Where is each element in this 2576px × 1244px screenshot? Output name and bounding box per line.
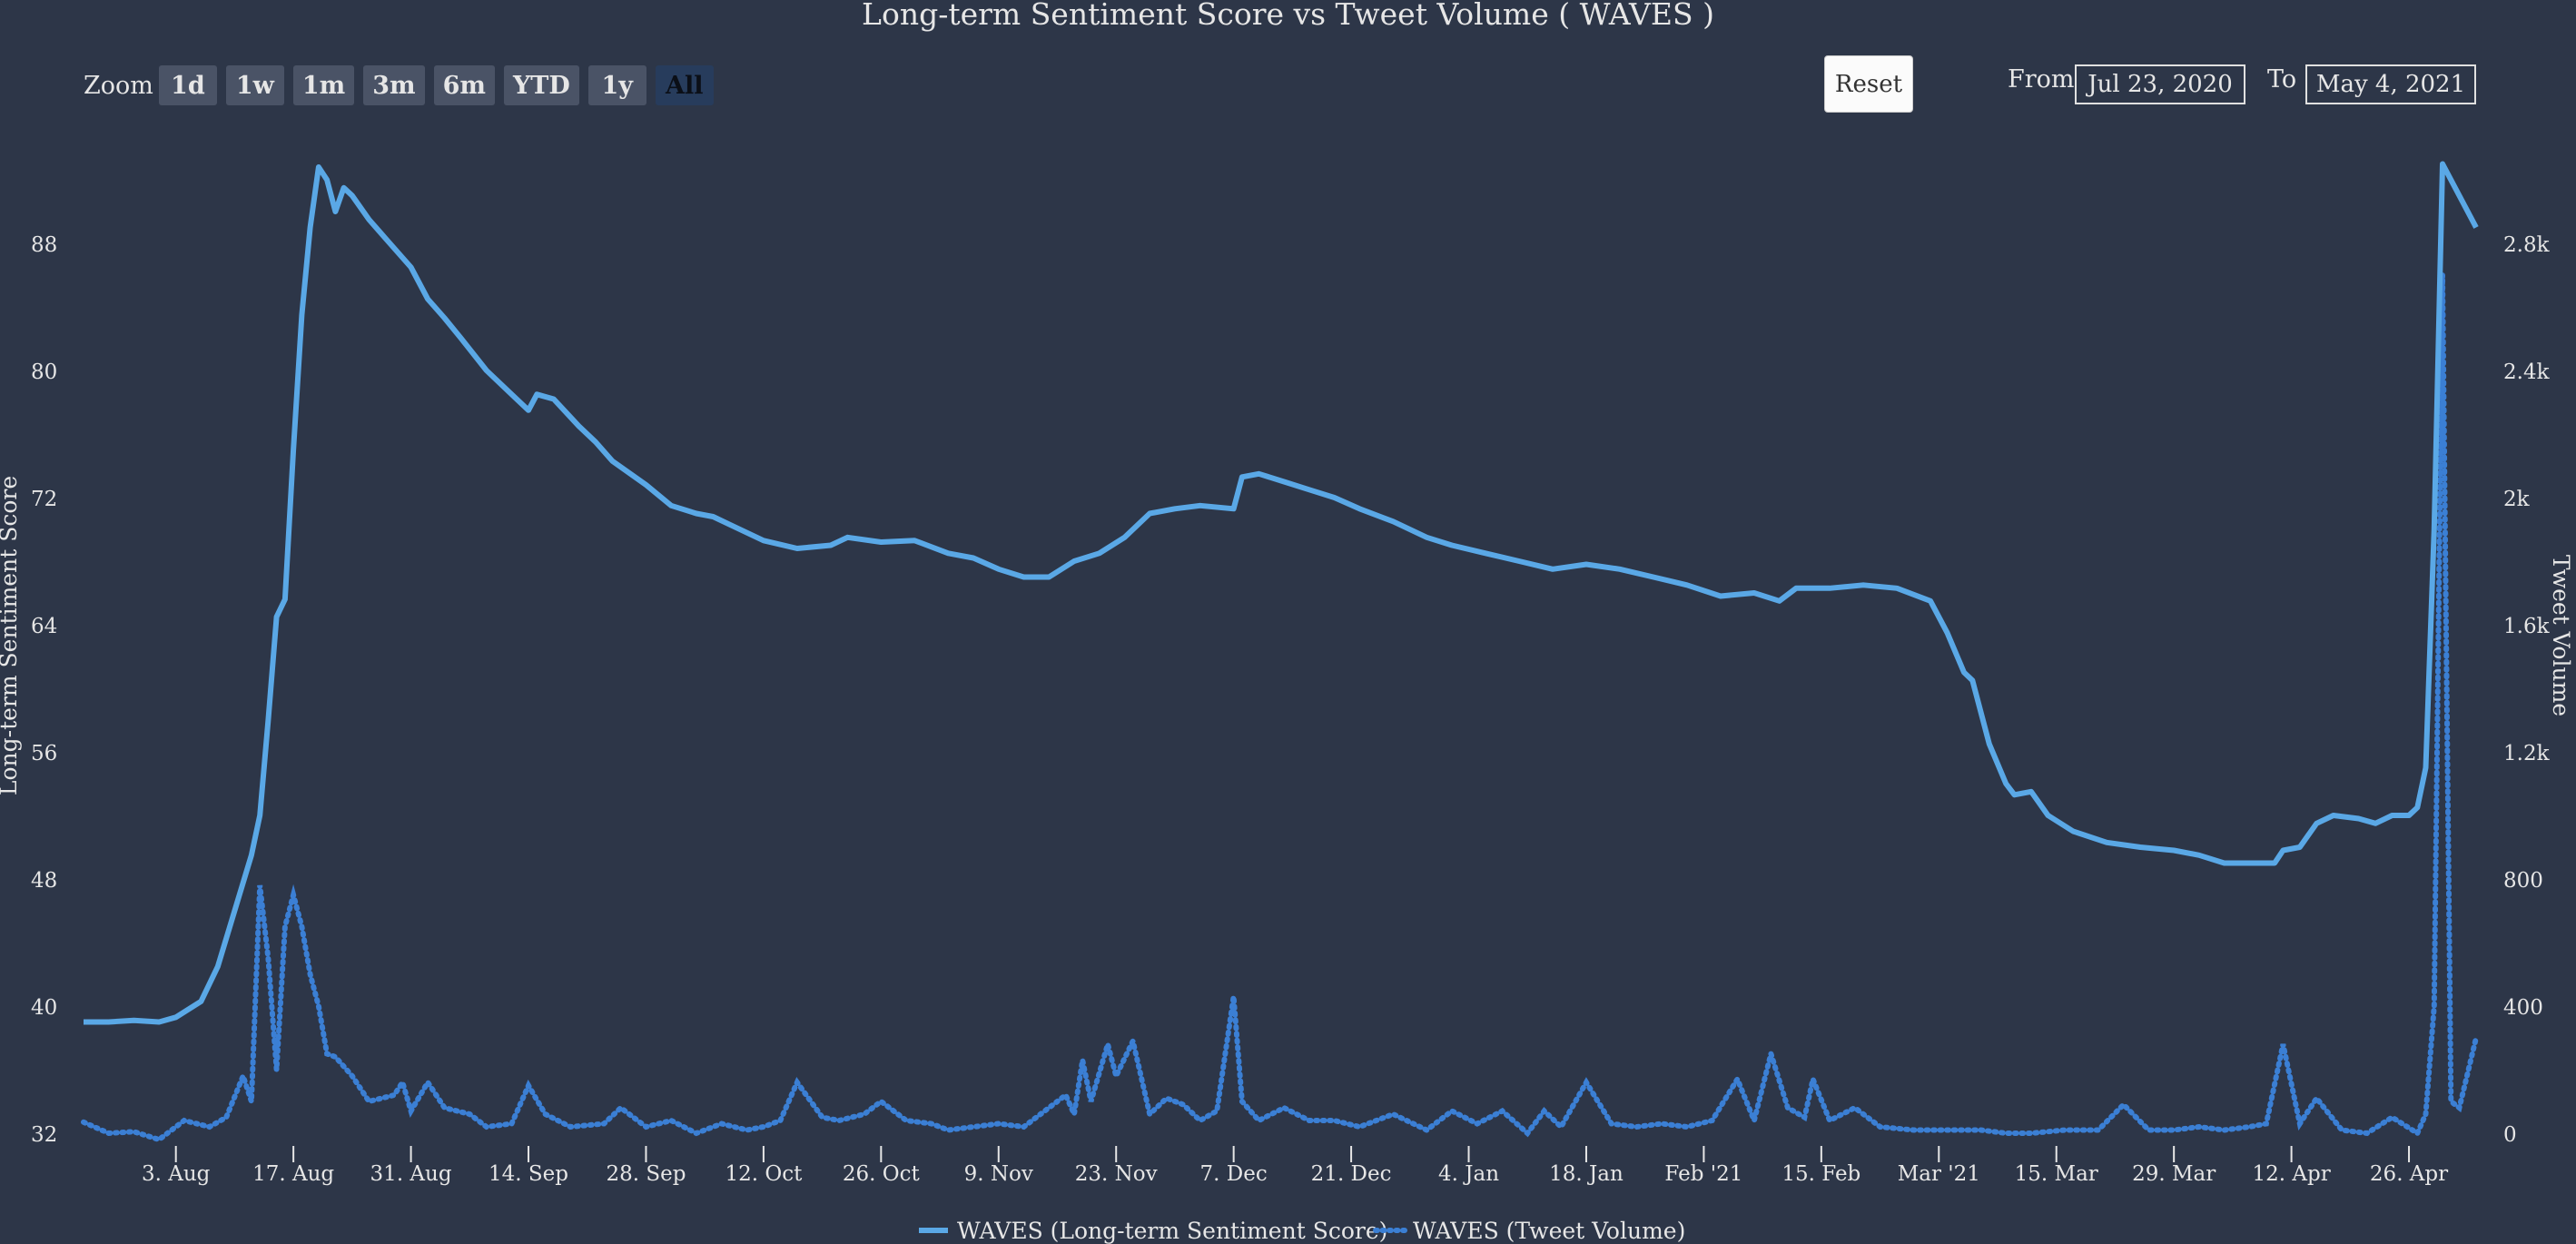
x-tick-label: 14. Sep [489,1162,568,1186]
x-tick-label: 26. Apr [2370,1162,2448,1186]
y-right-tick-label: 800 [2503,869,2543,893]
x-tick-label: 4. Jan [1438,1162,1499,1186]
legend-item-sentiment[interactable]: WAVES (Long-term Sentiment Score) [919,1218,1387,1244]
y-left-tick-label: 40 [31,996,57,1020]
range-from-input[interactable]: Jul 23, 2020 [2075,64,2245,104]
y-right-tick-label: 1.6k [2503,615,2551,638]
zoom-1w-button[interactable]: 1w [225,65,284,105]
x-tick-label: 9. Nov [964,1162,1033,1186]
zoom-bar: Zoom 1d 1w 1m 3m 6m YTD 1y All [84,65,723,105]
x-tick-label: 28. Sep [606,1162,686,1186]
x-tick-label: 7. Dec [1200,1162,1268,1186]
legend-item-tweet-volume[interactable]: WAVES (Tweet Volume) [1373,1218,1685,1244]
y-axis-right: 0 400 800 1.2k 1.6k 2k 2.4k 2.8k [2503,233,2551,1147]
zoom-all-button[interactable]: All [655,65,714,105]
x-tick-label: 23. Nov [1075,1162,1158,1186]
x-tick-label: 3. Aug [142,1162,211,1186]
zoom-ytd-button[interactable]: YTD [503,65,579,105]
legend-label-sentiment: WAVES (Long-term Sentiment Score) [957,1218,1387,1244]
series-line-tweet-volume [81,274,2479,1143]
zoom-1y-button[interactable]: 1y [587,65,646,105]
x-tick-label: Feb '21 [1664,1162,1742,1186]
y-left-tick-label: 64 [31,615,57,638]
x-tick-label: 17. Aug [252,1162,334,1186]
y-left-tick-label: 72 [31,488,57,511]
y-left-tick-label: 56 [31,742,57,765]
x-tick-label: 12. Oct [725,1162,803,1186]
zoom-1d-button[interactable]: 1d [158,65,217,105]
y-left-tick-label: 80 [31,360,57,384]
reset-zoom-button[interactable]: Reset [1824,55,1913,113]
zoom-3m-button[interactable]: 3m [363,65,425,105]
x-tick-label: 12. Apr [2252,1162,2330,1186]
x-axis: 3. Aug 17. Aug 31. Aug 14. Sep 28. Sep 12. Oc… [142,1146,2448,1186]
x-tick-label: 31. Aug [370,1162,452,1186]
x-tick-label: 26. Oct [843,1162,921,1186]
x-tick-label: 18. Jan [1549,1162,1624,1186]
y-axis-right-title: Tweet Volume [2548,555,2574,716]
y-right-tick-label: 2k [2503,488,2531,511]
x-tick-label: 15. Feb [1781,1162,1860,1186]
legend: WAVES (Long-term Sentiment Score) WAVES … [919,1218,1685,1244]
chart-title: Long-term Sentiment Score vs Tweet Volum… [862,0,1714,32]
range-to-label: To [2267,65,2297,94]
range-to-input[interactable]: May 4, 2021 [2305,64,2476,104]
y-right-tick-label: 1.2k [2503,742,2551,765]
y-right-tick-label: 2.4k [2503,360,2551,384]
zoom-label: Zoom [84,71,153,100]
zoom-1m-button[interactable]: 1m [292,65,355,105]
legend-label-tweet-volume: WAVES (Tweet Volume) [1413,1218,1685,1244]
y-right-tick-label: 0 [2503,1123,2517,1147]
x-tick-label: 15. Mar [2015,1162,2098,1186]
y-left-tick-label: 32 [31,1123,57,1147]
x-tick-label: Mar '21 [1898,1162,1980,1186]
y-right-tick-label: 2.8k [2503,233,2551,257]
y-right-tick-label: 400 [2503,996,2543,1020]
x-tick-label: 29. Mar [2132,1162,2216,1186]
range-from-label: From [2008,65,2075,94]
zoom-6m-button[interactable]: 6m [433,65,495,105]
y-axis-left: 32 40 48 56 64 72 80 88 [31,233,57,1147]
y-left-tick-label: 88 [31,233,57,257]
x-tick-label: 21. Dec [1311,1162,1392,1186]
series-line-sentiment-score [84,161,2479,1025]
y-left-tick-label: 48 [31,869,57,893]
y-axis-left-title: Long-term Sentiment Score [0,476,22,795]
